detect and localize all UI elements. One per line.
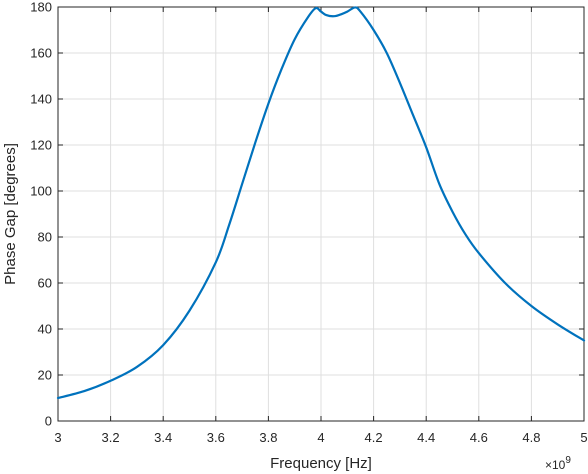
y-tick-label: 40 [38,322,52,337]
y-axis-label: Phase Gap [degrees] [2,143,19,285]
x-tick-label: 3.4 [154,430,172,445]
x-tick-label: 3 [54,430,61,445]
x-exponent-label: ×109 [545,455,571,472]
x-exponent-power: 9 [565,455,571,466]
x-tick-label: 5 [580,430,587,445]
x-tick-label: 4.2 [365,430,383,445]
x-exponent-base: ×10 [545,458,566,472]
x-tick-label: 3.8 [259,430,277,445]
y-tick-label: 120 [30,138,52,153]
y-tick-label: 140 [30,92,52,107]
y-tick-label: 180 [30,0,52,15]
x-tick-label: 3.6 [207,430,225,445]
data-series [56,6,586,400]
x-tick-label: 4 [317,430,324,445]
x-axis-label: Frequency [Hz] [270,455,372,472]
y-tick-label: 160 [30,46,52,61]
x-tick-label: 4.8 [522,430,540,445]
y-tick-label: 60 [38,276,52,291]
x-tick-labels: 3 3.2 3.4 3.6 3.8 4 4.2 4.4 4.6 4.8 5 [54,430,587,445]
phase-gap-line [56,6,586,400]
x-tick-label: 3.2 [102,430,120,445]
y-tick-label: 0 [45,414,52,429]
x-tick-label: 4.4 [417,430,435,445]
y-tick-label: 80 [38,230,52,245]
y-tick-label: 20 [38,368,52,383]
y-tick-label: 100 [30,184,52,199]
x-tick-label: 4.6 [470,430,488,445]
y-tick-labels: 0 20 40 60 80 100 120 140 160 180 [30,0,52,429]
axis-ticks [57,6,585,422]
